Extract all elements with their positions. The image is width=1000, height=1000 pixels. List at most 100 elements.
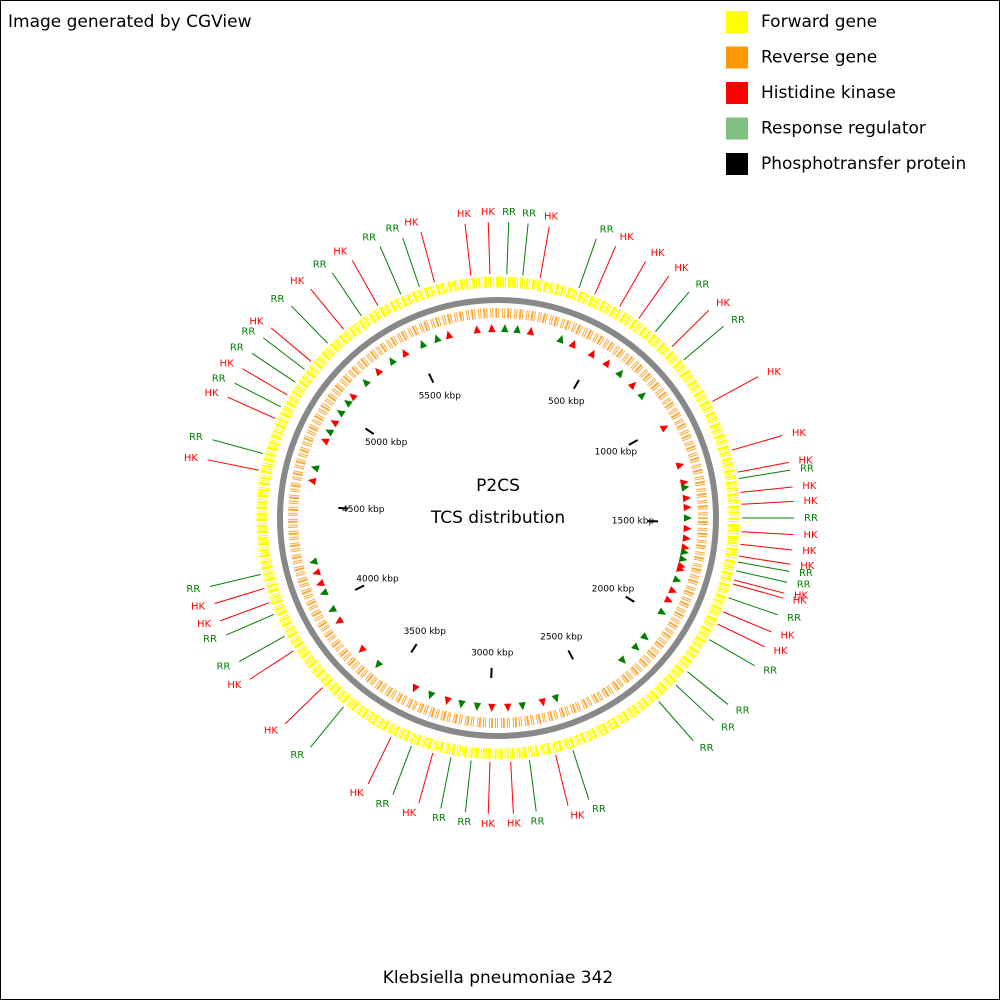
feature-line — [209, 573, 261, 587]
feature-marker — [663, 595, 673, 603]
feature-marker — [682, 534, 691, 542]
legend-swatch — [726, 153, 748, 175]
feature-label: RR — [700, 743, 714, 754]
feature-label: HK — [220, 359, 235, 370]
feature-marker — [446, 330, 454, 340]
feature-label: RR — [432, 813, 446, 824]
feature-line — [464, 223, 472, 276]
feature-marker — [617, 655, 626, 664]
feature-label: RR — [600, 224, 614, 235]
feature-line — [733, 579, 785, 594]
feature-line — [740, 543, 793, 551]
feature-line — [420, 232, 435, 283]
feature-label: RR — [592, 804, 606, 815]
feature-label: HK — [674, 263, 689, 274]
feature-label: HK — [481, 207, 496, 218]
tick-label: 500 kbp — [548, 397, 585, 407]
feature-marker — [676, 564, 685, 572]
feature-label: HK — [792, 428, 807, 439]
feature-label: RR — [531, 816, 545, 827]
feature-label: HK — [794, 591, 809, 602]
tick-mark — [628, 439, 639, 446]
feature-line — [741, 531, 794, 536]
feature-label: RR — [695, 279, 709, 290]
tick-label: 2500 kbp — [540, 633, 583, 643]
legend-swatch — [726, 46, 748, 69]
feature-line — [487, 761, 491, 814]
feature-label: HK — [404, 218, 419, 229]
reverse-ring — [288, 308, 708, 728]
feature-label: HK — [802, 481, 817, 492]
feature-marker — [503, 703, 512, 712]
feature-label: RR — [736, 706, 750, 717]
feature-label: RR — [731, 315, 745, 326]
feature-marker — [328, 604, 338, 613]
tick-mark — [338, 506, 349, 510]
tick-mark — [625, 595, 635, 603]
feature-label: RR — [804, 513, 818, 524]
feature-marker — [683, 524, 692, 533]
feature-label: HK — [774, 646, 789, 657]
feature-marker — [412, 683, 420, 693]
feature-label: HK — [780, 631, 795, 642]
feature-line — [687, 671, 729, 705]
feature-label: RR — [799, 568, 813, 579]
tick-mark — [364, 427, 375, 435]
feature-line — [487, 222, 491, 275]
feature-marker — [637, 392, 646, 401]
feature-line — [529, 759, 537, 812]
forward-ring — [256, 276, 740, 760]
tick-label: 4000 kbp — [356, 574, 399, 584]
feature-marker — [316, 579, 325, 587]
legend-label: Response regulator — [761, 119, 926, 139]
feature-marker — [678, 554, 688, 562]
feature-line — [351, 260, 379, 306]
feature-line — [402, 237, 420, 288]
feature-label: HK — [544, 212, 559, 223]
feature-label: RR — [797, 579, 811, 590]
feature-label: RR — [386, 223, 400, 234]
feature-marker — [683, 503, 692, 512]
feature-line — [539, 226, 550, 278]
feature-marker — [420, 340, 428, 349]
feature-line — [738, 469, 791, 480]
feature-label: RR — [502, 207, 516, 218]
feature-line — [723, 611, 772, 633]
feature-line — [594, 246, 617, 295]
feature-line — [728, 597, 778, 616]
tick-mark — [567, 650, 574, 660]
feature-line — [737, 561, 790, 572]
feature-line — [572, 750, 590, 800]
feature-label: HK — [716, 298, 731, 309]
feature-marker — [349, 393, 358, 402]
caption: Klebsiella pneumoniae 342 — [383, 968, 613, 988]
feature-marker — [683, 514, 692, 522]
legend-swatch — [726, 11, 748, 33]
feature-label: HK — [191, 601, 206, 612]
feature-label: HK — [651, 248, 666, 259]
feature-line — [249, 650, 294, 680]
feature-line — [464, 760, 472, 813]
feature-marker — [434, 334, 442, 344]
feature-marker — [488, 324, 496, 333]
feature-line — [717, 623, 765, 648]
feature-label: RR — [290, 750, 304, 761]
feature-marker — [556, 335, 564, 344]
feature-label: HK — [481, 819, 496, 830]
feature-label: HK — [264, 726, 279, 737]
tick-mark — [573, 379, 580, 390]
feature-line — [284, 687, 323, 725]
tick-mark — [428, 373, 435, 384]
feature-label: HK — [333, 247, 348, 258]
feature-marker — [319, 588, 329, 595]
feature-marker — [375, 367, 384, 377]
feature-line — [683, 325, 724, 361]
feature-marker — [657, 607, 667, 615]
feature-line — [619, 261, 647, 307]
tick-label: 1000 kbp — [595, 448, 638, 458]
feature-line — [392, 745, 412, 795]
feature-line — [655, 291, 690, 332]
feature-line — [712, 376, 759, 402]
feature-line — [675, 684, 715, 721]
